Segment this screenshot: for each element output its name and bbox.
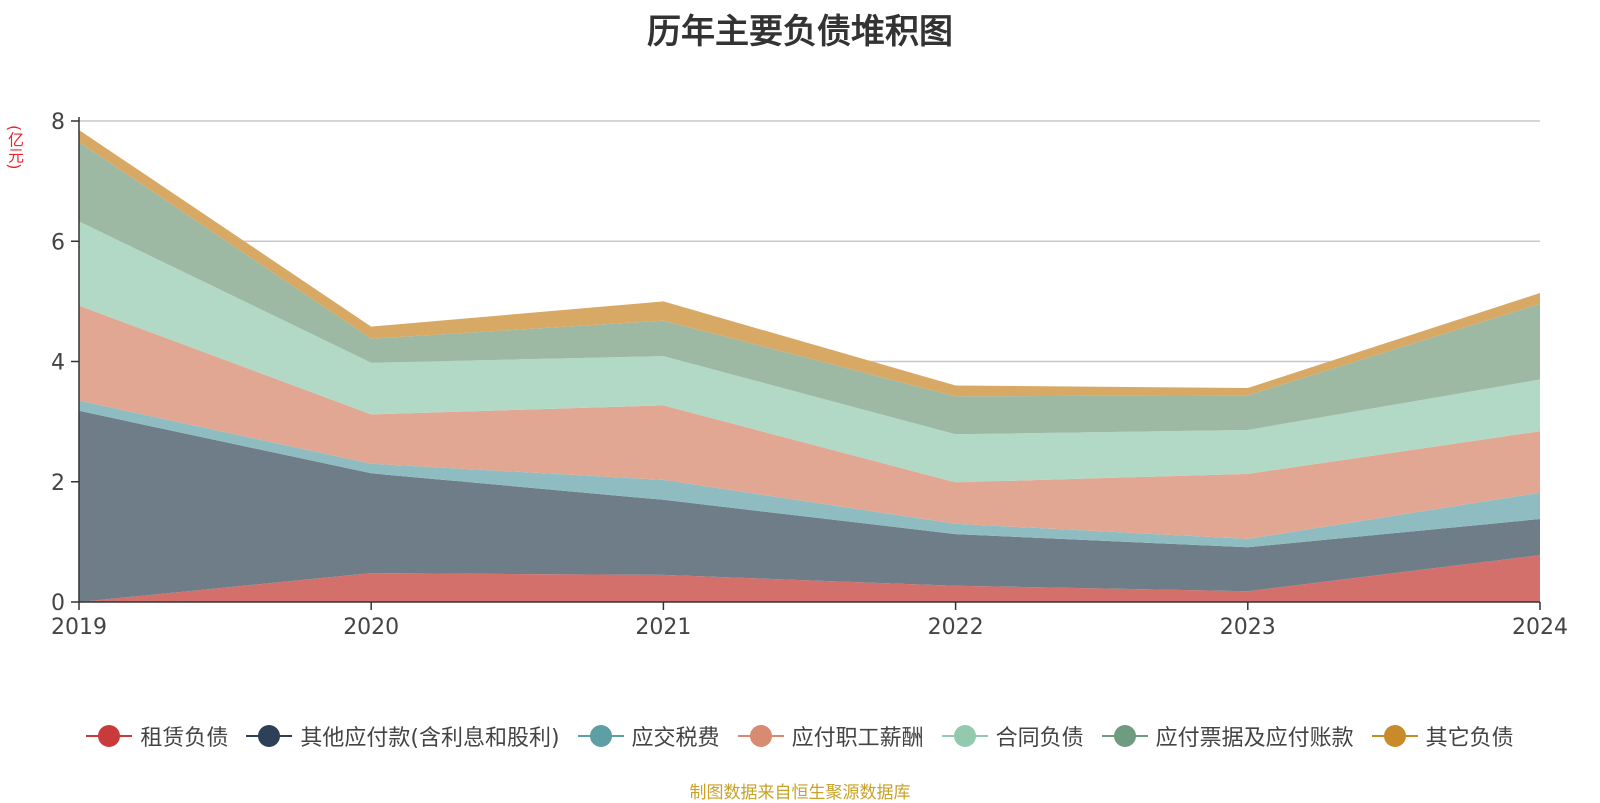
y-tick-label: 8 [51, 110, 65, 135]
source-note: 制图数据来自恒生聚源数据库 [689, 783, 911, 803]
x-tick-label: 2024 [1512, 615, 1568, 640]
legend-item-2[interactable]: 其他应付款(含利息和股利) [246, 720, 560, 752]
x-tick-label: 2021 [635, 615, 691, 640]
legend-item-6[interactable]: 应付票据及应付账款 [1101, 720, 1354, 752]
legend-label: 合同负债 [995, 726, 1084, 751]
legend-marker-icon [246, 724, 293, 748]
legend-label: 其他应付款(含利息和股利) [300, 726, 560, 751]
legend-label: 应付票据及应付账款 [1155, 726, 1354, 751]
y-axis-unit: (亿元) [5, 124, 24, 170]
x-tick-label: 2023 [1220, 615, 1276, 640]
legend-marker-icon [1101, 724, 1148, 748]
legend-marker-icon [737, 724, 784, 748]
x-tick-label: 2022 [928, 615, 984, 640]
chart-title: 历年主要负债堆积图 [647, 12, 953, 52]
x-tick-label: 2019 [51, 615, 107, 640]
area-series-1 [79, 555, 1540, 602]
legend-label: 其它负债 [1425, 726, 1514, 751]
y-tick-label: 2 [51, 471, 65, 496]
legend-item-5[interactable]: 合同负债 [941, 720, 1084, 752]
legend-marker-icon [577, 724, 624, 748]
y-tick-label: 0 [51, 591, 65, 616]
legend-label: 租赁负债 [140, 726, 229, 751]
area-series-4 [79, 305, 1540, 539]
legend: 租赁负债 其他应付款(含利息和股利) 应交税费 应付职工薪酬 合同负债 应付票据及应付账款… [0, 718, 1600, 754]
legend-label: 应交税费 [631, 726, 720, 751]
legend-item-1[interactable]: 租赁负债 [86, 720, 228, 752]
area-series-6 [79, 142, 1540, 435]
area-series-2 [79, 410, 1540, 602]
y-tick-label: 4 [51, 351, 65, 376]
legend-marker-icon [1371, 724, 1418, 748]
legend-label: 应付职工薪酬 [791, 726, 924, 751]
x-tick-label: 2020 [343, 615, 399, 640]
area-series-5 [79, 221, 1540, 483]
area-series-3 [79, 400, 1540, 548]
area-series-7 [79, 130, 1540, 397]
stacked-area-chart: 0 2 4 6 8 2019 2020 2021 2022 2023 2024 [51, 110, 1568, 640]
y-tick-label: 6 [51, 230, 65, 255]
legend-item-3[interactable]: 应交税费 [577, 720, 720, 752]
legend-marker-icon [941, 724, 988, 748]
legend-marker-icon [86, 724, 133, 748]
legend-item-4[interactable]: 应付职工薪酬 [737, 720, 924, 752]
legend-item-7[interactable]: 其它负债 [1371, 720, 1514, 752]
